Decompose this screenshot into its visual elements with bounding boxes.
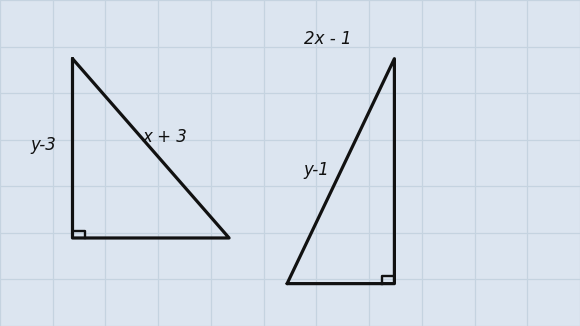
Text: y-1: y-1: [303, 160, 329, 179]
Text: x + 3: x + 3: [143, 128, 188, 146]
Text: 2x - 1: 2x - 1: [304, 30, 351, 48]
Text: y-3: y-3: [31, 136, 56, 154]
